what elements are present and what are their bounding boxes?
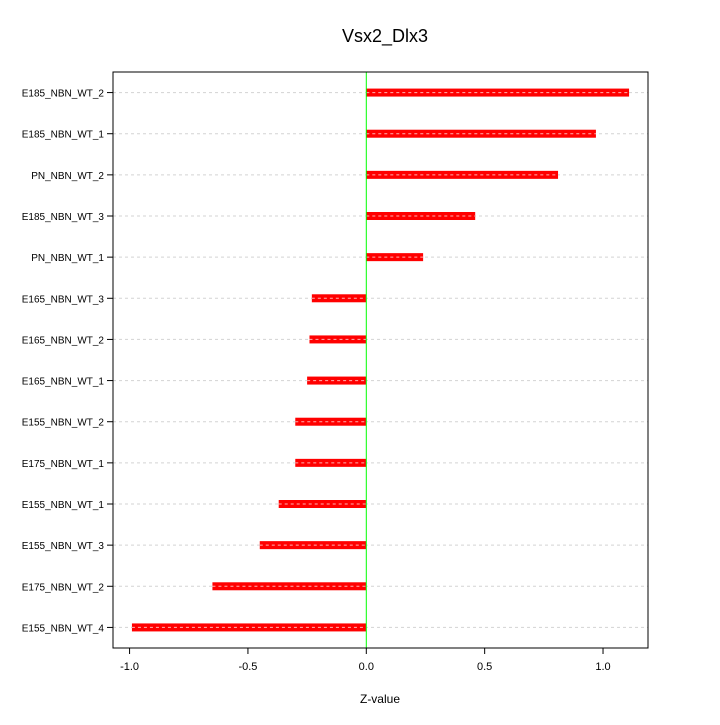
y-tick-label: E165_NBN_WT_3	[22, 294, 105, 305]
bar	[366, 253, 424, 262]
bar	[307, 376, 367, 385]
y-axis: E185_NBN_WT_2 E185_NBN_WT_1 PN_NBN_WT_2 E18…	[22, 89, 113, 634]
y-tick-label: E155_NBN_WT_4	[22, 623, 105, 634]
bar	[366, 170, 559, 179]
plot-frame	[112, 71, 649, 649]
bar	[309, 335, 367, 344]
y-tick-label: E175_NBN_WT_1	[22, 459, 105, 470]
bar	[212, 582, 367, 591]
x-axis-label: Z-value	[360, 692, 400, 706]
bar	[311, 294, 367, 303]
y-tick-label: E185_NBN_WT_1	[22, 130, 105, 141]
chart-title: Vsx2_Dlx3	[342, 26, 428, 47]
y-tick-label: E185_NBN_WT_3	[22, 212, 105, 223]
bar	[131, 623, 367, 632]
x-tick-label: -1.0	[120, 661, 139, 673]
y-tick-label: E155_NBN_WT_2	[22, 418, 105, 429]
y-tick-label: E155_NBN_WT_3	[22, 541, 105, 552]
x-tick-label: 0.0	[359, 661, 374, 673]
x-tick-label: 0.5	[477, 661, 492, 673]
gridlines	[113, 92, 648, 628]
y-tick-label: E155_NBN_WT_1	[22, 500, 105, 511]
y-tick-label: E185_NBN_WT_2	[22, 89, 105, 100]
y-tick-label: E175_NBN_WT_2	[22, 582, 105, 593]
x-tick-label: 1.0	[595, 661, 610, 673]
x-tick-label: -0.5	[238, 661, 257, 673]
y-tick-label: PN_NBN_WT_1	[31, 253, 104, 264]
bar	[295, 458, 367, 467]
bar	[295, 417, 367, 426]
bars	[131, 88, 630, 632]
bar	[259, 541, 367, 550]
bar	[366, 88, 630, 97]
y-tick-label: E165_NBN_WT_1	[22, 377, 105, 388]
x-axis: -1.0 -0.5 0.0 0.5 1.0	[120, 648, 611, 673]
y-tick-label: PN_NBN_WT_2	[31, 171, 104, 182]
y-tick-label: E165_NBN_WT_2	[22, 335, 105, 346]
